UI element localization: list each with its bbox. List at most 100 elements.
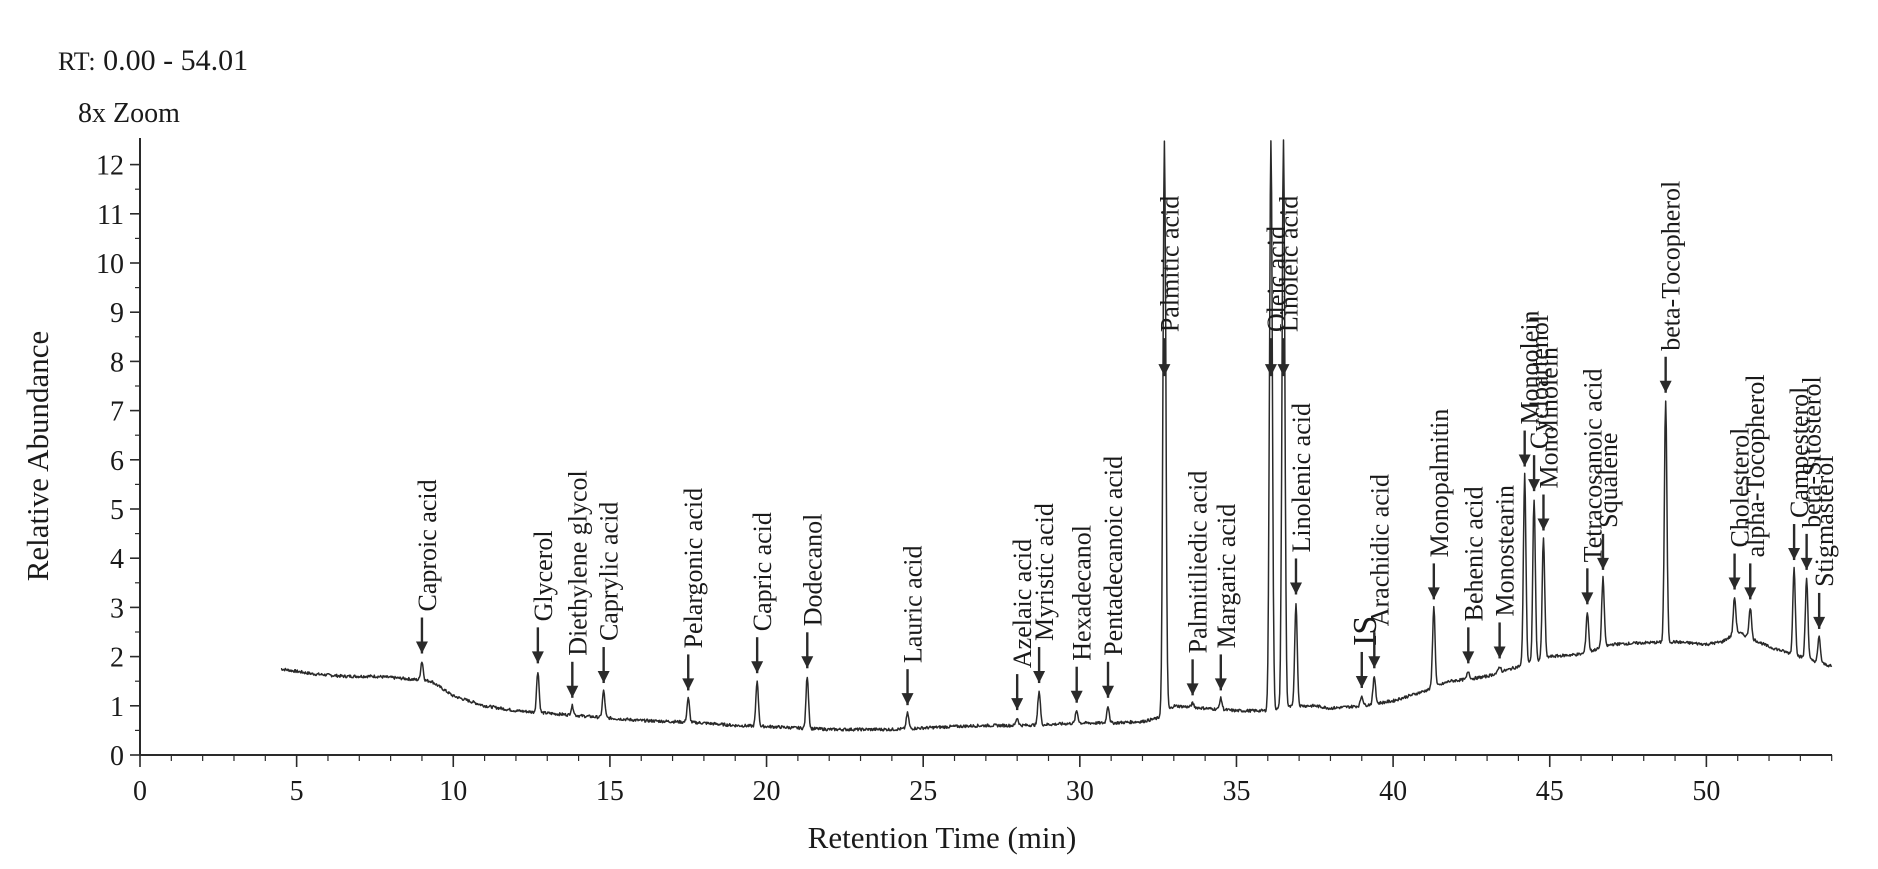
annotation-arrow-head bbox=[801, 656, 814, 669]
peak-annotation: Squalene bbox=[1594, 433, 1623, 570]
peak-label: Caprylic acid bbox=[595, 502, 624, 641]
annotation-arrow-head bbox=[1186, 683, 1199, 696]
peak-annotation: Dodecanol bbox=[798, 514, 827, 669]
peak-label: Stigmasterol bbox=[1810, 455, 1839, 586]
annotation-arrow-head bbox=[1800, 557, 1813, 570]
annotation-arrow-head bbox=[1427, 587, 1440, 600]
peak-label: Dodecanol bbox=[798, 514, 827, 627]
peak-annotation: Stigmasterol bbox=[1810, 455, 1839, 629]
x-tick-label: 15 bbox=[596, 776, 624, 807]
y-tick-label: 1 bbox=[110, 692, 124, 723]
peak-annotation: beta-Tocopherol bbox=[1657, 181, 1686, 393]
peak-label: Pelargonic acid bbox=[679, 488, 708, 649]
peak-annotation: Glycerol bbox=[529, 530, 558, 664]
annotation-arrow-head bbox=[531, 651, 544, 664]
peak-label: beta-Tocopherol bbox=[1657, 181, 1686, 351]
annotation-arrow-head bbox=[1368, 656, 1381, 669]
peak-label: Monopalmitin bbox=[1425, 409, 1454, 558]
rt-prefix: RT: bbox=[58, 47, 96, 76]
annotation-arrow-head bbox=[1659, 380, 1672, 393]
peak-label: Monolinolein bbox=[1534, 347, 1563, 489]
annotation-arrow-head bbox=[1011, 698, 1024, 711]
x-tick-label: 20 bbox=[753, 776, 781, 807]
annotation-arrow-head bbox=[1158, 364, 1171, 377]
peak-annotations: Caproic acid Glycerol Diethylene glycol Cap… bbox=[413, 181, 1839, 711]
y-tick-label: 6 bbox=[110, 446, 124, 477]
x-tick-label: 45 bbox=[1536, 776, 1564, 807]
peak-label: Azelaic acid bbox=[1008, 539, 1037, 668]
peak-annotation: Arachidic acid bbox=[1365, 474, 1394, 669]
x-tick-label: 10 bbox=[439, 776, 467, 807]
annotation-arrow-head bbox=[1728, 577, 1741, 590]
annotation-arrow-head bbox=[1070, 690, 1083, 703]
x-tick-label: 40 bbox=[1379, 776, 1407, 807]
peak-label: Caproic acid bbox=[413, 479, 442, 611]
peak-label: Arachidic acid bbox=[1365, 474, 1394, 626]
annotation-arrow-head bbox=[415, 641, 428, 654]
peak-label: Cholesterol bbox=[1726, 428, 1755, 548]
peak-annotation: Pelargonic acid bbox=[679, 488, 708, 691]
y-tick-label: 10 bbox=[96, 249, 124, 280]
peak-annotation: Palmitiliedic acid bbox=[1184, 471, 1213, 696]
peak-annotation: Margaric acid bbox=[1212, 504, 1241, 691]
peak-label: Monoolein bbox=[1516, 310, 1545, 424]
peak-annotation: Linoleic acid bbox=[1274, 196, 1303, 377]
annotation-arrow-head bbox=[566, 685, 579, 698]
peak-label: Lauric acid bbox=[899, 546, 928, 664]
annotation-arrow-head bbox=[1033, 671, 1046, 684]
peak-label: Palmitic acid bbox=[1155, 196, 1184, 332]
peak-annotation: Oleic acid bbox=[1262, 226, 1291, 377]
annotation-arrow-head bbox=[597, 671, 610, 684]
annotation-arrow-head bbox=[1596, 557, 1609, 570]
peak-annotation: Diethylene glycol bbox=[563, 470, 592, 698]
peak-annotation: Monopalmitin bbox=[1425, 409, 1454, 600]
peak-annotation: Tetracosanoic acid bbox=[1578, 369, 1607, 605]
peak-annotation: Behenic acid bbox=[1459, 486, 1488, 664]
peak-annotation: IS bbox=[1347, 616, 1384, 688]
annotation-arrow-head bbox=[1102, 685, 1115, 698]
annotation-arrow-head bbox=[1788, 548, 1801, 561]
zoom-label: 8x Zoom bbox=[78, 98, 180, 129]
y-tick-label: 0 bbox=[110, 741, 124, 772]
peak-label: Myristic acid bbox=[1030, 503, 1059, 641]
peak-annotation: Myristic acid bbox=[1030, 503, 1059, 684]
y-tick-label: 5 bbox=[110, 495, 124, 526]
y-tick-label: 3 bbox=[110, 593, 124, 624]
x-tick-label: 30 bbox=[1066, 776, 1094, 807]
annotation-arrow-head bbox=[1744, 587, 1757, 600]
peak-annotation: Palmitic acid bbox=[1155, 196, 1184, 377]
y-tick-label: 11 bbox=[97, 200, 124, 231]
peak-label: Linolenic acid bbox=[1287, 403, 1316, 552]
peak-label: Squalene bbox=[1594, 433, 1623, 528]
peak-annotation: Capric acid bbox=[748, 512, 777, 674]
x-tick-label: 50 bbox=[1692, 776, 1720, 807]
peak-annotation: Azelaic acid bbox=[1008, 539, 1037, 711]
x-tick-label: 25 bbox=[909, 776, 937, 807]
peak-label: Margaric acid bbox=[1212, 504, 1241, 649]
annotation-arrow-head bbox=[1537, 518, 1550, 531]
annotation-arrow-head bbox=[682, 678, 695, 691]
peak-label: Glycerol bbox=[529, 530, 558, 621]
annotation-arrow-head bbox=[1528, 479, 1541, 492]
peak-annotation: Cholesterol bbox=[1726, 428, 1755, 590]
x-tick-label: 0 bbox=[133, 776, 147, 807]
annotation-arrow-head bbox=[1493, 646, 1506, 659]
y-tick-label: 8 bbox=[110, 347, 124, 378]
peak-annotation: Caproic acid bbox=[413, 479, 442, 654]
x-axis-label: Retention Time (min) bbox=[808, 820, 1077, 855]
annotation-arrow-head bbox=[1214, 678, 1227, 691]
x-tick-label: 5 bbox=[290, 776, 304, 807]
peak-annotation: Pentadecanoic acid bbox=[1099, 456, 1128, 698]
rt-range-label: RT: 0.00 - 54.01 bbox=[58, 44, 248, 78]
peak-annotation: Monoolein bbox=[1516, 310, 1545, 467]
peak-label: Pentadecanoic acid bbox=[1099, 456, 1128, 656]
peak-label: Hexadecanol bbox=[1068, 525, 1097, 661]
annotation-arrow-head bbox=[1355, 675, 1368, 688]
annotation-arrow-head bbox=[1289, 582, 1302, 595]
peak-label: IS bbox=[1347, 616, 1384, 646]
peak-label: Monostearin bbox=[1491, 485, 1520, 616]
annotation-arrow-head bbox=[751, 661, 764, 674]
annotation-arrow-head bbox=[1581, 592, 1594, 605]
